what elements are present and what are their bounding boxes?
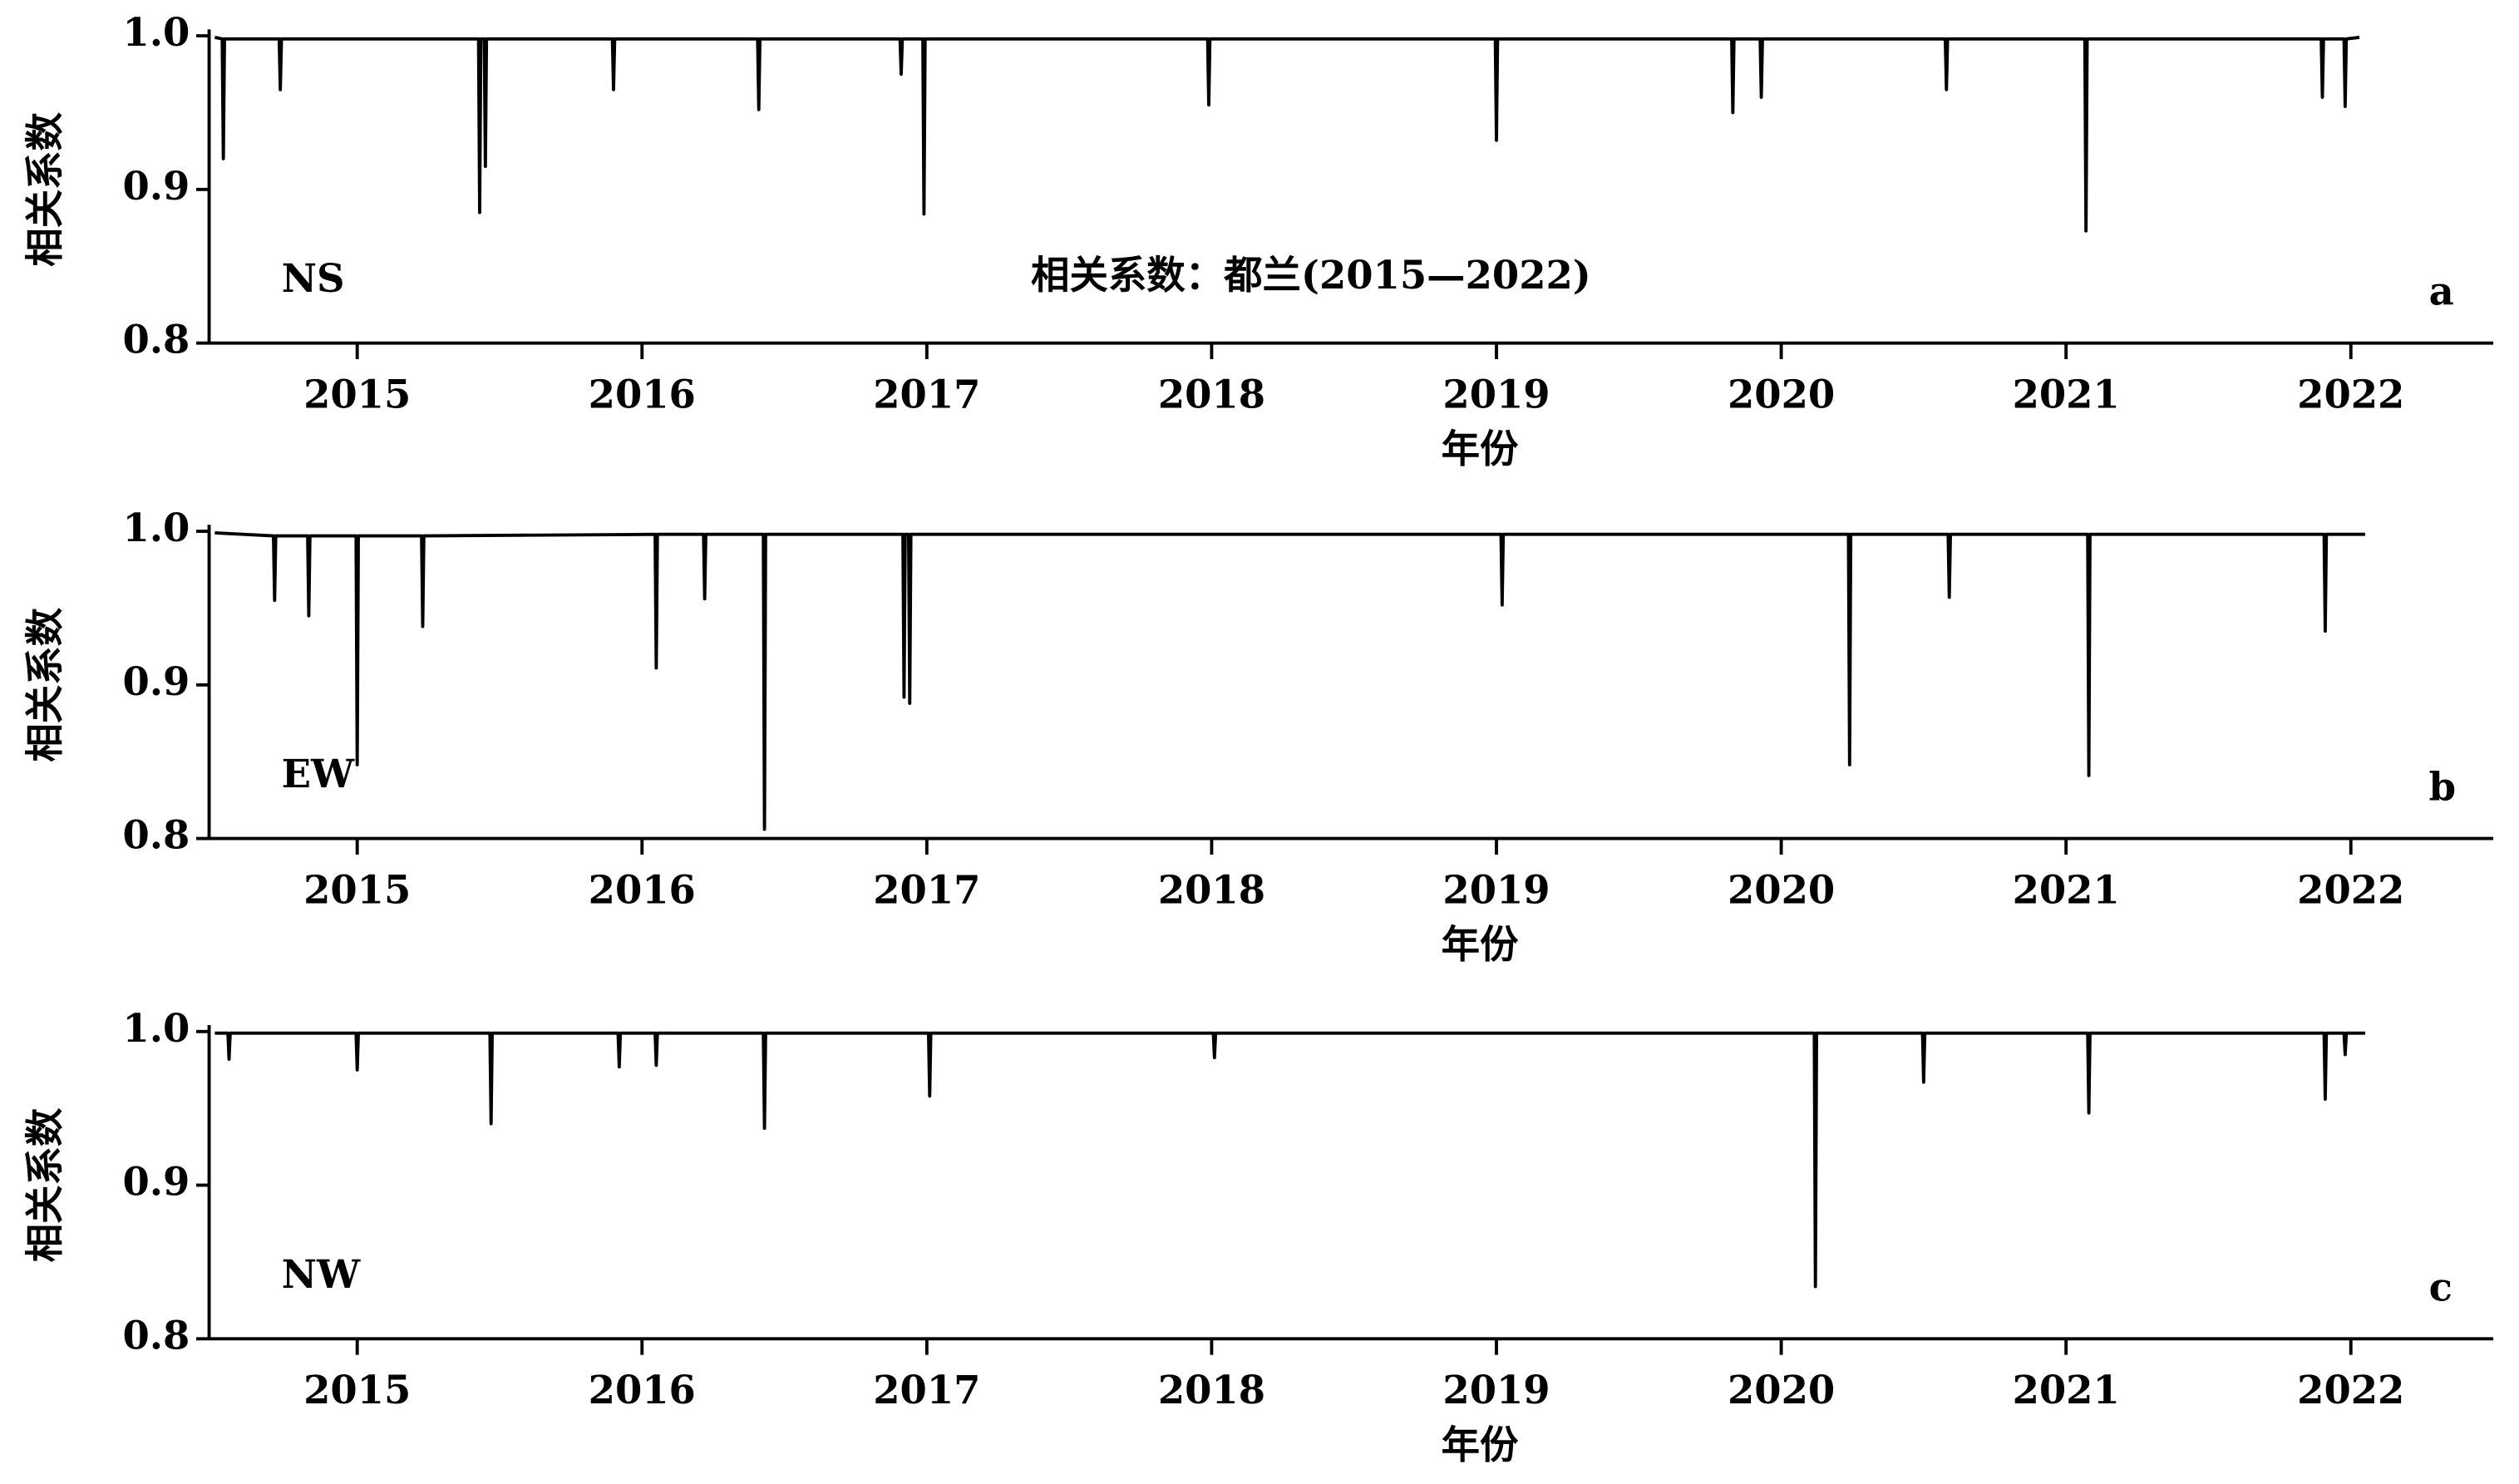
y-tick-label: 0.9 [123,1159,190,1205]
x-tick-label: 2020 [1728,866,1835,912]
data-line [214,1031,2365,1289]
x-axis-title: 年份 [1442,1422,1519,1467]
data-line [214,530,2365,831]
x-axis-title: 年份 [1442,921,1519,967]
y-tick-label: 0.9 [123,658,190,704]
x-axis-title: 年份 [1442,426,1519,471]
x-tick-label: 2018 [1158,1367,1265,1413]
x-tick-label: 2017 [873,371,980,417]
y-tick-label: 1.0 [123,505,190,550]
y-axis-title: 相关系数 [22,607,67,762]
x-tick-label: 2019 [1442,1367,1550,1413]
x-tick-label: 2016 [589,371,696,417]
series-label: NS [282,255,345,301]
x-tick-label: 2018 [1158,866,1265,912]
x-tick-label: 2021 [2013,866,2120,912]
y-axis-title: 相关系数 [22,1107,67,1262]
x-tick-label: 2017 [873,866,980,912]
x-tick-label: 2020 [1728,371,1835,417]
x-tick-label: 2017 [873,1367,980,1413]
x-tick-label: 2020 [1728,1367,1835,1413]
y-tick-label: 1.0 [123,9,190,55]
x-tick-label: 2016 [589,1367,696,1413]
x-tick-label: 2015 [303,866,411,912]
x-tick-label: 2019 [1442,371,1550,417]
y-tick-label: 0.8 [123,1312,190,1358]
x-tick-label: 2019 [1442,866,1550,912]
x-tick-label: 2022 [2297,866,2404,912]
data-line [214,36,2360,233]
x-tick-label: 2022 [2297,371,2404,417]
y-tick-label: 1.0 [123,1005,190,1051]
series-label: NW [282,1251,361,1297]
panel-letter: b [2429,764,2456,810]
x-tick-label: 2015 [303,371,411,417]
y-tick-label: 0.9 [123,163,190,209]
y-axis-title: 相关系数 [22,111,67,266]
x-tick-label: 2018 [1158,371,1265,417]
x-tick-label: 2016 [589,866,696,912]
chart-title: 相关系数：都兰(2015—2022) [1031,252,1591,298]
x-tick-label: 2021 [2013,371,2120,417]
x-tick-label: 2015 [303,1367,411,1413]
series-label: EW [282,751,355,796]
y-tick-label: 0.8 [123,812,190,858]
y-tick-label: 0.8 [123,317,190,362]
x-tick-label: 2021 [2013,1367,2120,1413]
x-tick-label: 2022 [2297,1367,2404,1413]
panel-letter: c [2429,1264,2452,1309]
panel-letter: a [2429,269,2454,314]
